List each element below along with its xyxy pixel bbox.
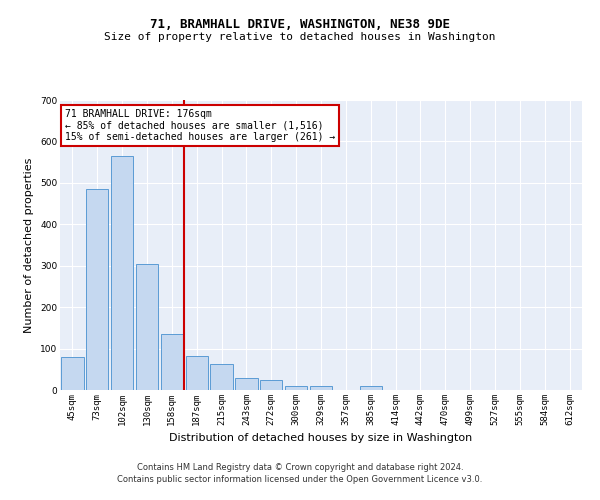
Bar (86, 189, 109, 390)
Y-axis label: Number of detached properties: Number of detached properties (25, 158, 34, 332)
Bar (111, 156, 133, 390)
Bar (61, 357, 83, 390)
X-axis label: Distribution of detached houses by size in Washington: Distribution of detached houses by size … (169, 434, 473, 444)
Text: 71 BRAMHALL DRIVE: 176sqm
← 85% of detached houses are smaller (1,516)
15% of se: 71 BRAMHALL DRIVE: 176sqm ← 85% of detac… (65, 108, 335, 142)
Bar (136, 264, 158, 390)
Bar (359, 386, 382, 390)
Bar (260, 380, 283, 390)
Bar (310, 386, 332, 390)
Bar (185, 356, 208, 390)
Bar (211, 364, 233, 390)
Bar (285, 386, 307, 390)
Bar (161, 334, 183, 390)
Text: Size of property relative to detached houses in Washington: Size of property relative to detached ho… (104, 32, 496, 42)
Text: Contains HM Land Registry data © Crown copyright and database right 2024.: Contains HM Land Registry data © Crown c… (137, 464, 463, 472)
Bar (235, 378, 257, 390)
Text: Contains public sector information licensed under the Open Government Licence v3: Contains public sector information licen… (118, 475, 482, 484)
Text: 71, BRAMHALL DRIVE, WASHINGTON, NE38 9DE: 71, BRAMHALL DRIVE, WASHINGTON, NE38 9DE (150, 18, 450, 30)
